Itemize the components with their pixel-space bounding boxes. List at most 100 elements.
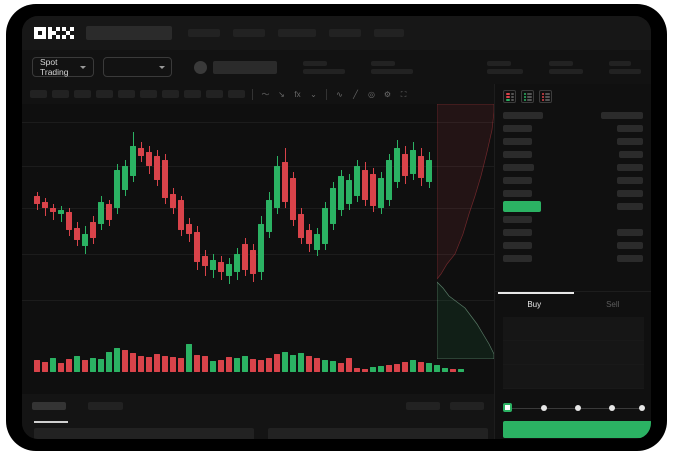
tab-order-history[interactable] (88, 402, 123, 410)
bottom-panel-right (268, 428, 488, 439)
bottom-action-1[interactable] (406, 402, 440, 410)
chevron-down-icon (159, 65, 165, 69)
chart-settings-icon[interactable]: ⚙ (383, 89, 392, 99)
volume-bar (426, 363, 432, 372)
orderbook-row-bid-2[interactable] (503, 227, 643, 237)
orderbook-header-left (503, 111, 543, 119)
line-chart-icon[interactable]: ∿ (336, 89, 343, 99)
timeframe-7[interactable] (162, 90, 179, 98)
volume-bar (274, 354, 280, 372)
buy-tab-indicator (498, 292, 574, 294)
buy-sell-tabs: Buy Sell (495, 291, 651, 317)
slider-dot[interactable] (639, 404, 645, 411)
candle-body (194, 232, 200, 262)
volume-bar (258, 360, 264, 372)
timeframe-2[interactable] (52, 90, 69, 98)
candle-body (386, 160, 392, 200)
buy-tab[interactable]: Buy (527, 300, 542, 309)
timeframe-10[interactable] (228, 90, 245, 98)
compare-icon[interactable]: ↘ (278, 89, 285, 99)
order-book-rows[interactable] (495, 108, 651, 263)
candle-wick (52, 204, 54, 220)
okx-logo-icon[interactable] (34, 26, 74, 40)
candle-body (242, 244, 248, 270)
trading-pair-select[interactable] (102, 57, 172, 77)
nav-item-skeleton-4[interactable] (329, 29, 361, 37)
volume-bar (74, 356, 80, 372)
candle-body (226, 264, 232, 276)
volume-bar (194, 355, 200, 372)
order-form (495, 317, 651, 389)
slider-handle-icon[interactable] (503, 403, 512, 412)
stat-label-skeleton (487, 60, 511, 66)
price-input-row[interactable] (503, 341, 644, 365)
orderbook-view-asks-icon[interactable] (539, 90, 552, 103)
volume-bar (114, 348, 120, 372)
orderbook-row-ask-1[interactable] (503, 123, 643, 133)
trading-mode-selector[interactable]: Spot Trading (32, 57, 94, 77)
amount-input-row[interactable] (503, 365, 644, 389)
volume-bar (122, 350, 128, 372)
timeframe-3[interactable] (74, 90, 91, 98)
camera-icon[interactable]: ◎ (368, 89, 375, 99)
slider-dot[interactable] (609, 404, 615, 411)
volume-bar (298, 353, 304, 372)
amount-slider[interactable] (503, 402, 645, 414)
volume-bar (250, 359, 256, 372)
candle-body (186, 224, 192, 234)
orderbook-cell-price (503, 124, 532, 132)
timeframe-4[interactable] (96, 90, 113, 98)
volume-bar (106, 352, 112, 372)
timeframe-5[interactable] (118, 90, 135, 98)
nav-item-skeleton-3[interactable] (278, 29, 316, 37)
order-book-header (503, 110, 643, 120)
volume-bar (290, 355, 296, 372)
orderbook-row-ask-6[interactable] (503, 188, 643, 198)
orderbook-row-bid-4[interactable] (503, 253, 643, 263)
fullscreen-icon[interactable]: ⛶ (400, 89, 407, 99)
chart-gridline (22, 166, 494, 167)
volume-bar (146, 357, 152, 372)
volume-bar (226, 357, 232, 372)
indicator-icon[interactable]: 〜 (261, 89, 270, 99)
settings-fx-icon[interactable]: fx (294, 89, 301, 99)
bottom-action-2[interactable] (450, 402, 484, 410)
orderbook-row-bid-1[interactable] (503, 214, 643, 224)
timeframe-6[interactable] (140, 90, 157, 98)
candle-body (122, 166, 128, 190)
orderbook-row-ask-5[interactable] (503, 175, 643, 185)
stat-value-skeleton (609, 68, 641, 74)
candle-wick (60, 206, 62, 222)
orderbook-cell-size (617, 228, 643, 236)
nav-item-skeleton-5[interactable] (374, 29, 404, 37)
volume-bar (378, 366, 384, 372)
search-skeleton[interactable] (86, 26, 172, 40)
orderbook-row-ask-4[interactable] (503, 162, 643, 172)
orderbook-view-both-icon[interactable] (503, 90, 516, 103)
drawing-tool-icon[interactable]: ╱ (353, 89, 358, 99)
slider-dot[interactable] (541, 404, 547, 411)
orderbook-row-last-price[interactable] (503, 200, 643, 212)
tab-open-orders[interactable] (32, 402, 66, 410)
sell-tab[interactable]: Sell (606, 300, 620, 309)
orderbook-row-bid-3[interactable] (503, 240, 643, 250)
nav-item-skeleton-1[interactable] (188, 29, 220, 37)
place-buy-order-button[interactable] (503, 421, 651, 438)
timeframe-9[interactable] (206, 90, 223, 98)
stat-value-skeleton (549, 68, 583, 74)
price-chart[interactable] (22, 104, 494, 394)
nav-item-skeleton-2[interactable] (233, 29, 265, 37)
orderbook-view-bids-icon[interactable] (521, 90, 534, 103)
order-type-row[interactable] (503, 317, 644, 341)
candlestick-series (22, 104, 494, 304)
candle-body (290, 178, 296, 220)
orderbook-row-ask-3[interactable] (503, 149, 643, 159)
timeframe-1[interactable] (30, 90, 47, 98)
orderbook-row-ask-2[interactable] (503, 136, 643, 146)
chart-toolbar: 〜 ↘ fx ⌄ ∿ ╱ ◎ ⚙ ⛶ (22, 84, 494, 104)
timeframe-8[interactable] (184, 90, 201, 98)
volume-bar (338, 363, 344, 372)
chevron-down-icon[interactable]: ⌄ (310, 89, 317, 99)
candle-body (314, 234, 320, 250)
slider-dot[interactable] (575, 404, 581, 411)
